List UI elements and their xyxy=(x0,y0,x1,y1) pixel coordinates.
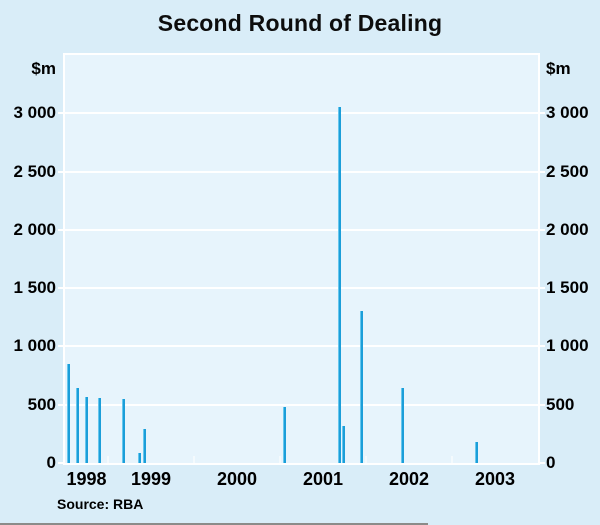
bar xyxy=(76,387,80,463)
y-tick-mark-right xyxy=(540,170,545,173)
y-tick-mark-left xyxy=(58,403,63,406)
bar xyxy=(85,396,88,463)
y-tick-label-right: 1 500 xyxy=(546,278,589,298)
x-tick-mark-2001 xyxy=(279,456,281,463)
y-tick-mark-left xyxy=(58,170,63,173)
bar xyxy=(400,388,404,463)
plot-area xyxy=(63,53,540,465)
bar xyxy=(97,397,101,463)
y-tick-label-left: 2 000 xyxy=(13,219,56,239)
y-tick-mark-right xyxy=(540,403,545,406)
gridline-1000 xyxy=(65,345,538,348)
bar xyxy=(282,407,286,463)
bar xyxy=(474,442,478,463)
y-tick-mark-right xyxy=(540,112,545,115)
y-tick-mark-left xyxy=(58,345,63,348)
gridline-1500 xyxy=(65,287,538,290)
bar xyxy=(121,399,125,463)
x-axis-label-2000: 2000 xyxy=(216,469,258,489)
y-tick-label-right: 2 500 xyxy=(546,161,589,181)
y-tick-label-right: 500 xyxy=(546,394,575,414)
x-axis-label-2001: 2001 xyxy=(302,469,344,489)
y-axis-unit-right: $m xyxy=(546,59,571,78)
y-tick-label-left: 3 000 xyxy=(13,103,56,123)
y-tick-mark-left xyxy=(58,462,63,464)
y-axis-unit-left: $m xyxy=(31,59,56,78)
y-tick-label-right: 3 000 xyxy=(546,103,589,123)
bar xyxy=(138,453,142,463)
y-tick-label-right: 2 000 xyxy=(546,219,589,239)
gridline-2500 xyxy=(65,170,538,173)
x-tick-mark-2000 xyxy=(193,456,195,463)
y-tick-label-right: 0 xyxy=(546,453,556,472)
bar xyxy=(66,363,70,463)
bottom-crop-line xyxy=(0,523,428,525)
bar xyxy=(342,425,346,463)
x-tick-mark-1999 xyxy=(107,456,109,463)
y-tick-mark-left xyxy=(58,228,63,231)
gridline-3000 xyxy=(65,112,538,115)
y-tick-label-left: 2 500 xyxy=(13,161,56,181)
x-tick-mark-2002 xyxy=(365,456,367,463)
y-tick-label-right: 1 000 xyxy=(546,336,589,356)
y-tick-mark-right xyxy=(540,462,545,464)
y-tick-mark-left xyxy=(58,112,63,115)
source-note: Source: RBA xyxy=(57,496,144,512)
bar xyxy=(360,311,364,463)
y-tick-label-left: 500 xyxy=(27,394,56,414)
y-tick-mark-right xyxy=(540,287,545,290)
y-tick-mark-right xyxy=(540,228,545,231)
chart-title: Second Round of Dealing xyxy=(157,10,443,36)
x-axis-label-1999: 1999 xyxy=(130,469,172,489)
y-tick-label-left: 1 500 xyxy=(13,278,56,298)
x-axis-label-2002: 2002 xyxy=(388,469,430,489)
x-axis-label-2003: 2003 xyxy=(474,469,516,489)
y-tick-mark-right xyxy=(540,345,545,348)
y-tick-mark-left xyxy=(58,287,63,290)
bar xyxy=(337,107,341,463)
gridline-500 xyxy=(65,403,538,406)
x-tick-mark-2003 xyxy=(451,456,453,463)
y-tick-label-left: 1 000 xyxy=(13,336,56,356)
gridline-2000 xyxy=(65,228,538,231)
bar xyxy=(143,429,147,463)
y-tick-label-left: 0 xyxy=(46,453,56,472)
x-axis-label-1998: 1998 xyxy=(66,469,107,489)
